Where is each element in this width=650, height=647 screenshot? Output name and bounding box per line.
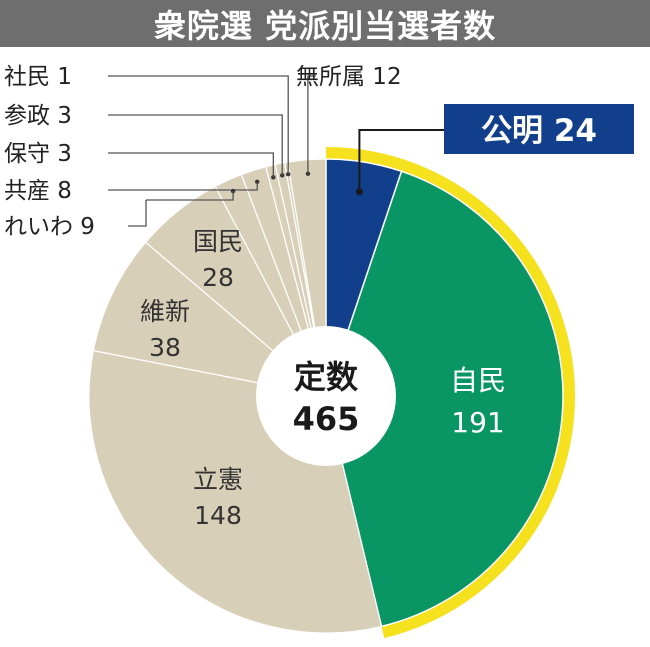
komei-leader-line	[358, 129, 444, 192]
label-shamin: 社民 1	[4, 64, 72, 90]
label-reiwa: れいわ 9	[4, 214, 95, 240]
leader-shamin-line	[108, 75, 289, 175]
leader-hoshu-line	[108, 152, 274, 178]
slice-label-rikken: 立憲	[193, 465, 243, 494]
leader-mushozoku-dot	[305, 171, 311, 176]
slice-value-rikken: 148	[194, 501, 242, 530]
leader-shamin-dot	[285, 172, 291, 177]
slice-label-kokumin: 国民	[193, 227, 243, 256]
label-mushozoku: 無所属 12	[296, 64, 402, 90]
center-label: 定数	[294, 358, 359, 396]
leader-reiwa-dot	[230, 188, 236, 194]
slice-value-kokumin: 28	[202, 263, 234, 292]
label-hoshu: 保守 3	[4, 141, 72, 167]
leader-kyosan-line	[108, 181, 258, 191]
chart-title: 衆院選 党派別当選者数	[0, 0, 650, 47]
komei-callout-box	[444, 104, 634, 154]
leader-mushozoku-line	[307, 75, 316, 174]
slice-label-ishin: 維新	[140, 297, 190, 326]
komei-callout-text: 公明 24	[481, 113, 597, 149]
leader-reiwa-line	[146, 191, 234, 201]
center-circle	[256, 326, 396, 466]
slice-value-jimin: 191	[451, 406, 504, 439]
leader-sansei-dot	[279, 173, 285, 178]
leader-kyosan-dot	[254, 179, 260, 184]
leader-sansei-line	[108, 114, 283, 176]
komei-leader-dot	[355, 188, 363, 196]
pie-slice-2	[325, 170, 564, 628]
label-sansei: 参政 3	[4, 103, 72, 129]
leader-reiwa-tail	[128, 200, 147, 227]
slice-value-ishin: 38	[149, 333, 181, 362]
center-value: 465	[293, 400, 360, 438]
slice-label-jimin: 自民	[450, 364, 506, 397]
label-kyosan: 共産 8	[4, 178, 72, 204]
